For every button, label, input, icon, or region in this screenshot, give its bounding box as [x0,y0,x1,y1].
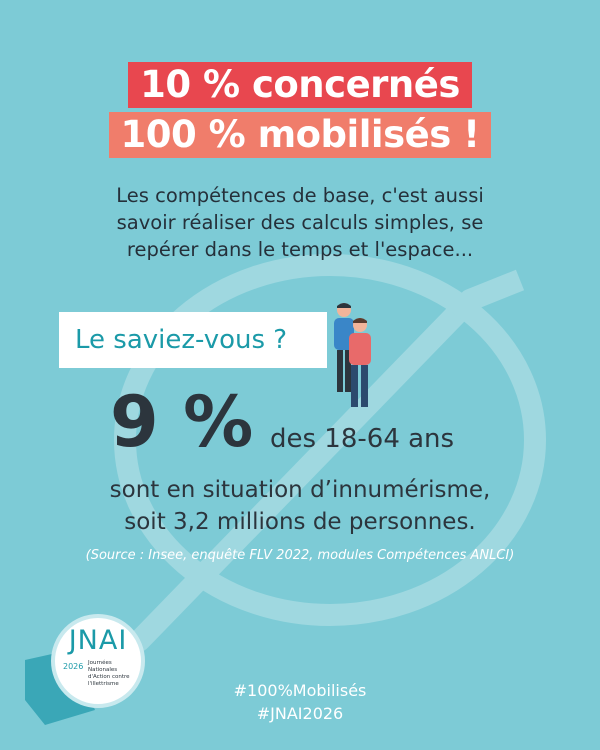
headline-line-2-text: 100 % mobilisés ! [108,112,492,158]
logo-subtitle-line: Nationales [88,667,118,673]
source-citation: (Source : Insee, enquête FLV 2022, modul… [85,548,515,563]
hashtag: #JNAI2026 [256,704,344,723]
intro-text: Les compétences de base, c'est aussi sav… [40,182,560,263]
stat-detail: sont en situation d’innumérisme, soit 3,… [40,474,560,538]
logo-subtitle: Journées Nationales d'Action contre l'il… [88,660,138,688]
hashtags: #100%Mobilisés #JNAI2026 [0,679,600,725]
logo-year: 2026 [63,662,84,671]
intro-line: savoir réaliser des calculs simples, se [116,211,484,234]
logo-subtitle-line: Journées [88,660,112,666]
people-illustration-icon [334,303,371,407]
did-you-know-label: Le saviez-vous ? [59,312,327,368]
stat-suffix: des 18-64 ans [270,424,455,454]
headline-line-2: 100 % mobilisés ! [0,112,600,158]
logo-subtitle-line: d'Action contre [88,674,130,680]
logo-subtitle-line: l'illettrisme [88,681,119,687]
jnai-logo: JNAI 2026 Journées Nationales d'Action c… [51,614,145,708]
intro-line: Les compétences de base, c'est aussi [116,184,484,207]
hashtag: #100%Mobilisés [233,681,367,700]
stat-detail-line: sont en situation d’innumérisme, [109,477,491,503]
logo-title: JNAI [68,625,128,656]
headline-line-1-text: 10 % concernés [128,62,472,108]
stat-value: 9 % [110,381,254,463]
stat-detail-line: soit 3,2 millions de personnes. [124,509,476,535]
intro-line: repérer dans le temps et l'espace... [126,238,474,261]
headline-line-1: 10 % concernés [0,62,600,108]
